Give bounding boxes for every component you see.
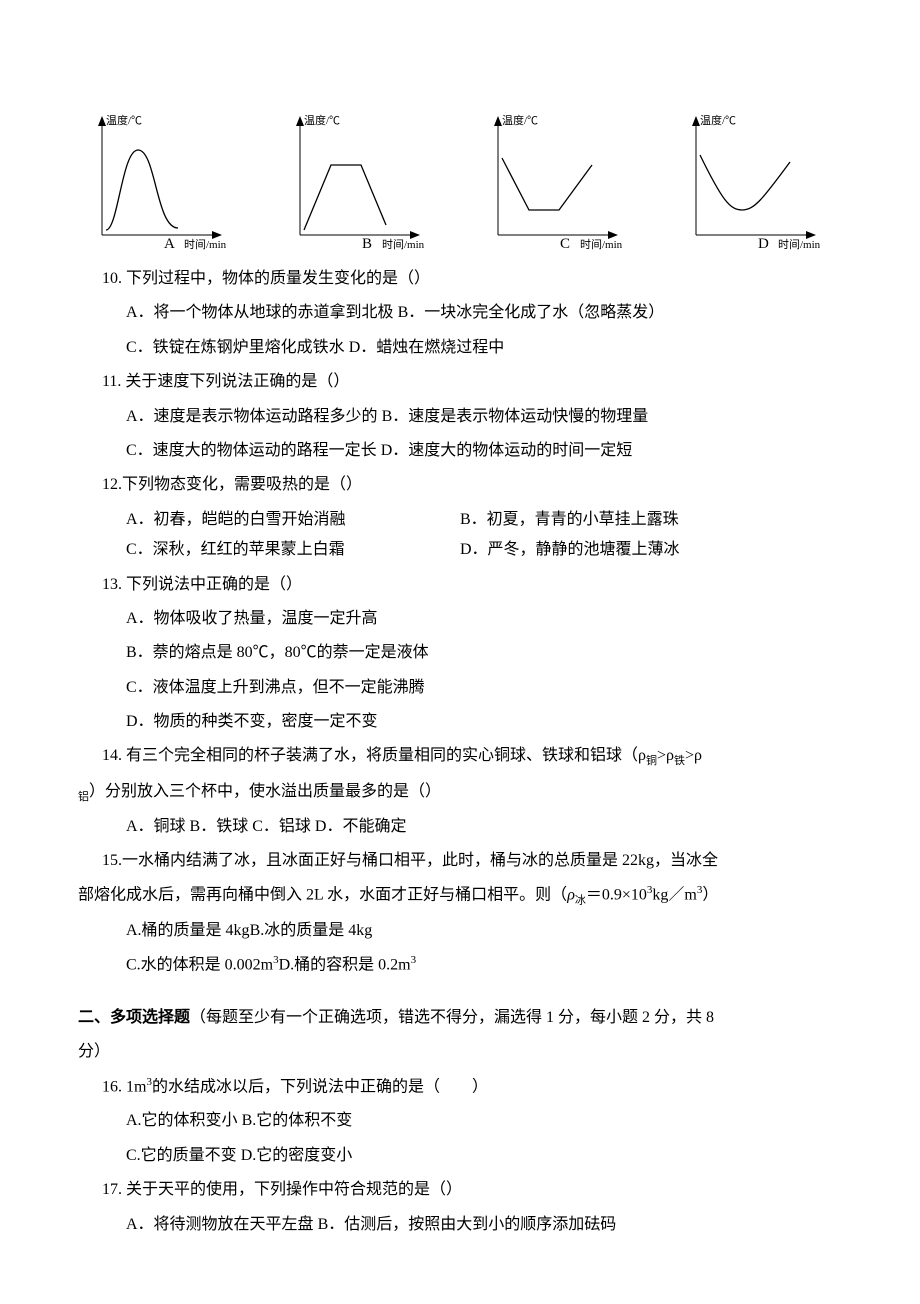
- q10-optC: C．铁锭在炼钢炉里熔化成铁水: [126, 339, 345, 356]
- q10-stem: 10. 下列过程中，物体的质量发生变化的是（）: [78, 264, 842, 294]
- q15-rho-unit: kg／m: [652, 887, 696, 904]
- chart-D: 温度/℃ 时间/min D: [672, 110, 842, 250]
- q11-optD: D．速度大的物体运动的时间一定短: [381, 442, 633, 459]
- q15-optB: B.冰的质量是 4kg: [250, 922, 373, 939]
- chart-B-curve: [304, 165, 386, 230]
- chart-A-curve: [106, 150, 178, 230]
- q15-opts-cd: C.水的体积是 0.002m3D.桶的容积是 0.2m3: [78, 950, 842, 981]
- q16-optC: C.它的质量不变: [126, 1147, 237, 1164]
- q15-rho-close: ）: [702, 887, 718, 904]
- q10-optA: A．将一个物体从地球的赤道拿到北极: [126, 304, 394, 321]
- chart-D-curve: [700, 155, 790, 210]
- chart-C: 温度/℃ 时间/min C: [474, 110, 644, 250]
- q10-opts-ab: A．将一个物体从地球的赤道拿到北极 B．一块冰完全化成了水（忽略蒸发）: [78, 298, 842, 328]
- q15-rho-sub: 冰: [575, 895, 586, 907]
- q10-opts-cd: C．铁锭在炼钢炉里熔化成铁水 D．蜡烛在燃烧过程中: [78, 333, 842, 363]
- q14-mid1: >ρ: [657, 747, 674, 764]
- q11-optC: C．速度大的物体运动的路程一定长: [126, 442, 377, 459]
- q16-opts-cd: C.它的质量不变 D.它的密度变小: [78, 1141, 842, 1171]
- q15-stem-l2: 部熔化成水后，需再向桶中倒入 2L 水，水面才正好与桶口相平。则（ρ冰＝0.9×…: [78, 880, 842, 911]
- q14-mid2: >ρ: [685, 747, 702, 764]
- q10-optB: B．一块冰完全化成了水（忽略蒸发）: [398, 304, 665, 321]
- q15-optC-pre: C.水的体积是 0.002m: [126, 957, 273, 974]
- q14-sub1: 铜: [646, 756, 657, 768]
- page-root: 温度/℃ 时间/min A 温度/℃ 时间/min B: [0, 0, 920, 1304]
- chart-D-ylabel: 温度/℃: [700, 113, 736, 127]
- q14-p2: ）分别放入三个杯中，使水溢出质量最多的是（）: [89, 783, 441, 800]
- chart-C-curve: [502, 158, 592, 210]
- q13-optA: A．物体吸收了热量，温度一定升高: [78, 604, 842, 634]
- chart-A-ylabel: 温度/℃: [106, 113, 142, 127]
- chart-C-ylabel: 温度/℃: [502, 113, 538, 127]
- q13-optC: C．液体温度上升到沸点，但不一定能沸腾: [78, 673, 842, 703]
- q16-optD: D.它的密度变小: [241, 1147, 353, 1164]
- q12-opts-ab: A．初春，皑皑的白雪开始消融 B．初夏，青青的小草挂上露珠: [78, 505, 842, 535]
- q14-p1: 14. 有三个完全相同的杯子装满了水，将质量相同的实心铜球、铁球和铝球（ρ: [102, 747, 646, 764]
- q17-stem: 17. 关于天平的使用，下列操作中符合规范的是（）: [78, 1175, 842, 1205]
- chart-B-label: B: [362, 236, 372, 250]
- chart-D-svg: 温度/℃ 时间/min D: [672, 110, 842, 250]
- q15-stem-l1: 15.一水桶内结满了冰，且冰面正好与桶口相平，此时，桶与冰的总质量是 22kg，…: [78, 846, 842, 876]
- chart-A-svg: 温度/℃ 时间/min A: [78, 110, 248, 250]
- q17-optA: A．将待测物放在天平左盘: [126, 1216, 314, 1233]
- chart-B: 温度/℃ 时间/min B: [276, 110, 446, 250]
- q11-opts-cd: C．速度大的物体运动的路程一定长 D．速度大的物体运动的时间一定短: [78, 436, 842, 466]
- section2-rest: （每题至少有一个正确选项，错选不得分，漏选得 1 分，每小题 2 分，共 8: [190, 1009, 714, 1026]
- charts-row: 温度/℃ 时间/min A 温度/℃ 时间/min B: [78, 110, 842, 250]
- q14-stem-l1: 14. 有三个完全相同的杯子装满了水，将质量相同的实心铜球、铁球和铝球（ρ铜>ρ…: [78, 741, 842, 772]
- q10-optD: D．蜡烛在燃烧过程中: [349, 339, 505, 356]
- chart-C-svg: 温度/℃ 时间/min C: [474, 110, 644, 250]
- q16-stem: 16. 1m3的水结成冰以后，下列说法中正确的是（ ）: [78, 1072, 842, 1103]
- chart-A-xlabel: 时间/min: [184, 238, 227, 250]
- q16-optB: B.它的体积不变: [242, 1112, 353, 1129]
- chart-A-label: A: [164, 236, 175, 250]
- q15-optD-sup: 3: [411, 954, 417, 966]
- q14-sub2: 铁: [674, 756, 685, 768]
- q16-post: 的水结成冰以后，下列说法中正确的是（ ）: [152, 1078, 488, 1095]
- q13-optD: D．物质的种类不变，密度一定不变: [78, 707, 842, 737]
- chart-B-svg: 温度/℃ 时间/min B: [276, 110, 446, 250]
- q11-optB: B．速度是表示物体运动快慢的物理量: [382, 408, 649, 425]
- q16-optA: A.它的体积变小: [126, 1112, 238, 1129]
- q16-opts-ab: A.它的体积变小 B.它的体积不变: [78, 1106, 842, 1136]
- q17-optB: B．估测后，按照由大到小的顺序添加砝码: [318, 1216, 617, 1233]
- q15-optD-pre: D.桶的容积是 0.2m: [279, 957, 411, 974]
- q15-l2-pre: 部熔化成水后，需再向桶中倒入 2L 水，水面才正好与桶口相平。则（: [78, 887, 567, 904]
- q12-stem: 12.下列物态变化，需要吸热的是（）: [78, 470, 842, 500]
- chart-C-xlabel: 时间/min: [580, 238, 623, 250]
- q15-rho: ρ: [567, 887, 575, 904]
- q15-optA: A.桶的质量是 4kg: [126, 922, 250, 939]
- q11-optA: A．速度是表示物体运动路程多少的: [126, 408, 378, 425]
- q15-opts-ab: A.桶的质量是 4kgB.冰的质量是 4kg: [78, 916, 842, 946]
- q13-stem: 13. 下列说法中正确的是（）: [78, 570, 842, 600]
- section2-bold: 二、多项选择题: [78, 1009, 190, 1026]
- q11-opts-ab: A．速度是表示物体运动路程多少的 B．速度是表示物体运动快慢的物理量: [78, 402, 842, 432]
- q17-opts-ab: A．将待测物放在天平左盘 B．估测后，按照由大到小的顺序添加砝码: [78, 1210, 842, 1240]
- q13-optB: B．萘的熔点是 80℃，80℃的萘一定是液体: [78, 638, 842, 668]
- q12-optB: B．初夏，青青的小草挂上露珠: [460, 505, 842, 535]
- section2-title-l2: 分）: [78, 1037, 842, 1067]
- q14-opts: A．铜球 B．铁球 C．铝球 D．不能确定: [78, 812, 842, 842]
- q12-optD: D．严冬，静静的池塘覆上薄冰: [460, 535, 842, 565]
- q16-pre: 16. 1m: [102, 1078, 146, 1095]
- q11-stem: 11. 关于速度下列说法正确的是（）: [78, 367, 842, 397]
- chart-B-ylabel: 温度/℃: [304, 113, 340, 127]
- q12-opts-cd: C．深秋，红红的苹果蒙上白霜 D．严冬，静静的池塘覆上薄冰: [78, 535, 842, 565]
- q12-optC: C．深秋，红红的苹果蒙上白霜: [78, 535, 460, 565]
- q12-optA: A．初春，皑皑的白雪开始消融: [78, 505, 460, 535]
- chart-B-xlabel: 时间/min: [382, 238, 425, 250]
- chart-A: 温度/℃ 时间/min A: [78, 110, 248, 250]
- chart-D-xlabel: 时间/min: [778, 238, 821, 250]
- q15-rho-eq: ＝0.9×10: [586, 887, 647, 904]
- q14-stem-l2: 铝）分别放入三个杯中，使水溢出质量最多的是（）: [78, 777, 842, 808]
- chart-C-label: C: [560, 236, 570, 250]
- section2-title-l1: 二、多项选择题（每题至少有一个正确选项，错选不得分，漏选得 1 分，每小题 2 …: [78, 1003, 842, 1033]
- chart-D-label: D: [758, 236, 769, 250]
- q14-sub3: 铝: [78, 791, 89, 803]
